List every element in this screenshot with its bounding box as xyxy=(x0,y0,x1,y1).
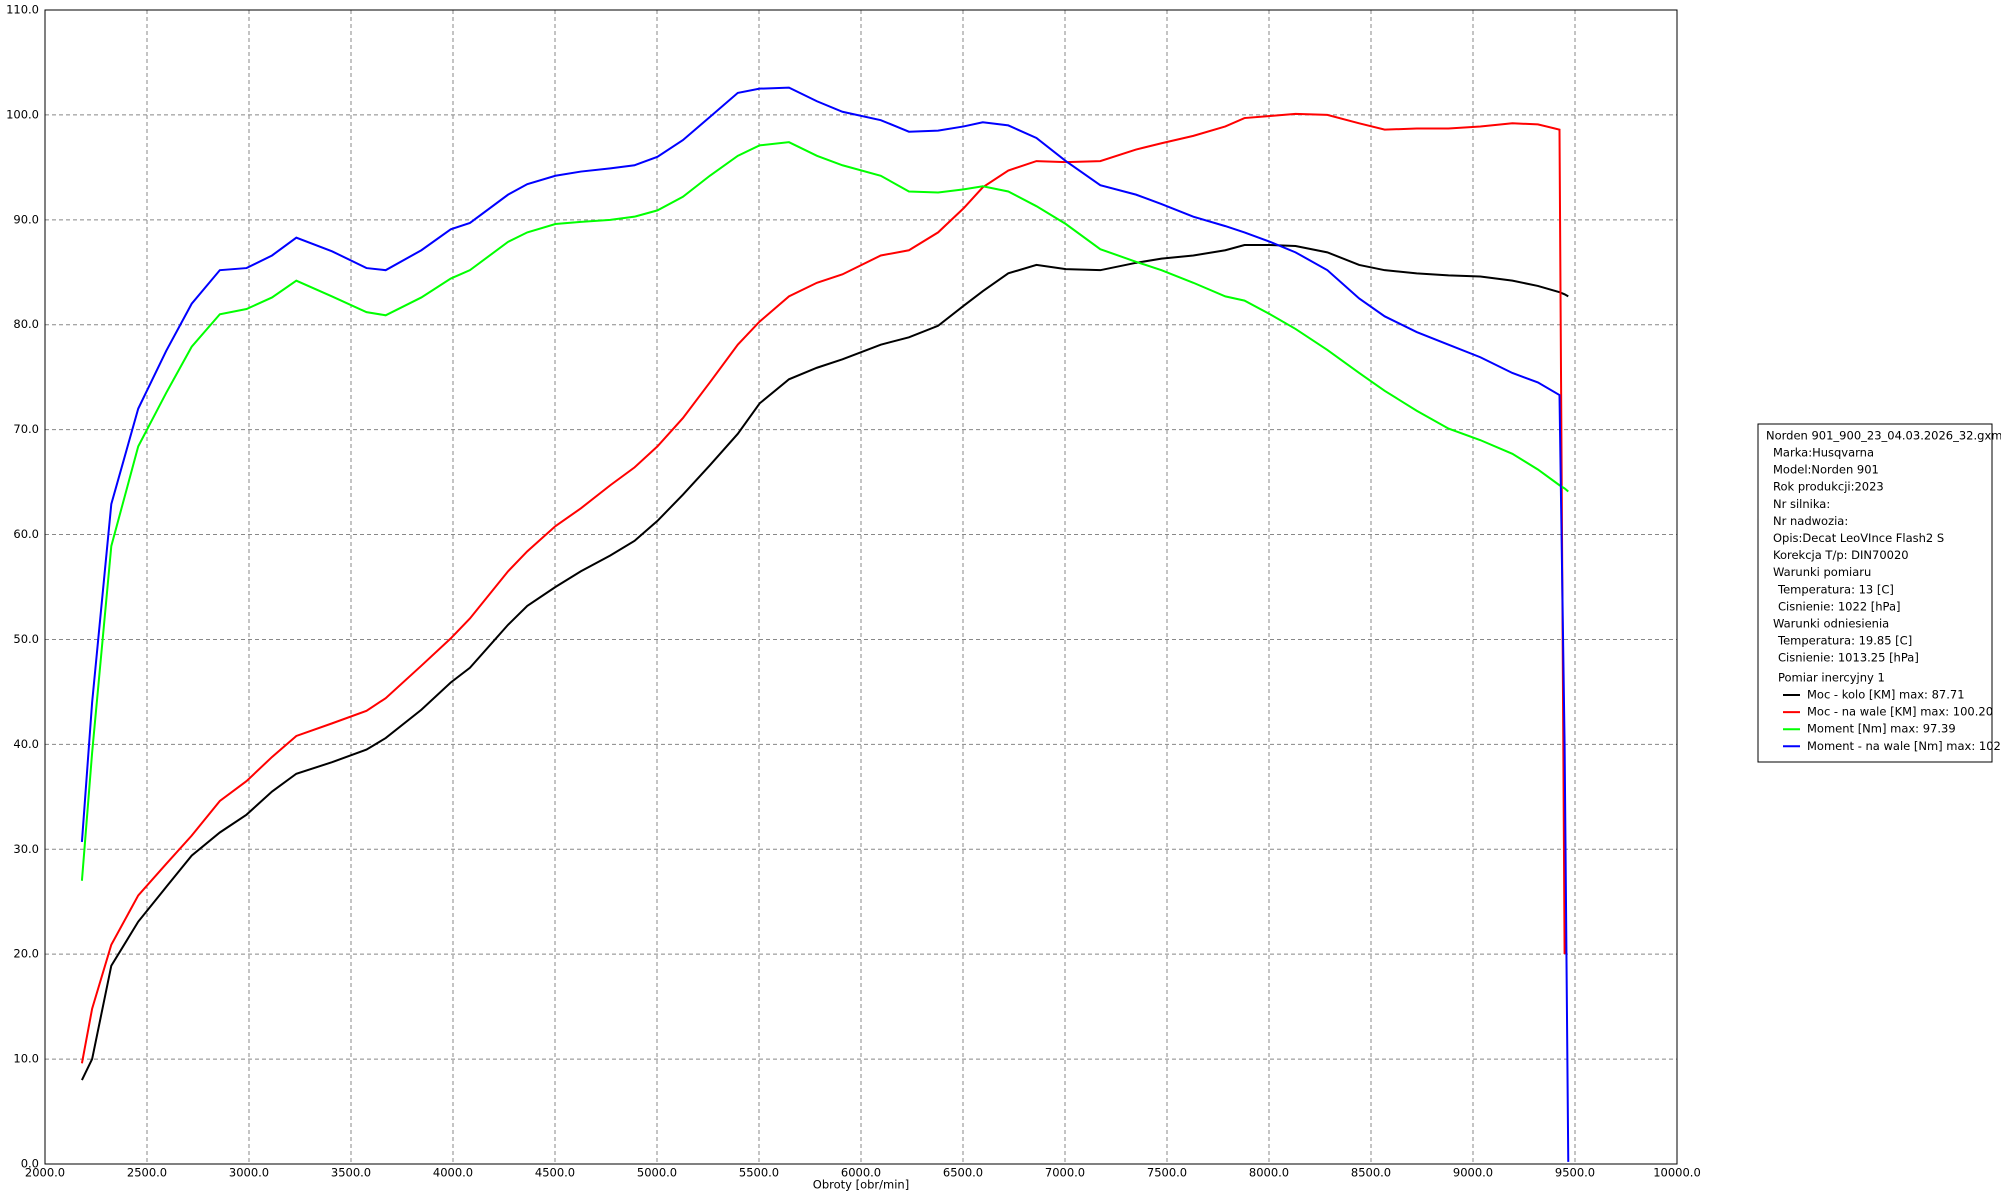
x-axis-label: Obroty [obr/min] xyxy=(813,1178,909,1192)
x-tick-label: 8000.0 xyxy=(1249,1166,1289,1180)
legend-label: Moment - na wale [Nm] max: 102.75 xyxy=(1807,739,2001,753)
info-line: Model:Norden 901 xyxy=(1773,463,1879,477)
x-tick-label: 7000.0 xyxy=(1045,1166,1085,1180)
info-line: Cisnienie: 1013.25 [hPa] xyxy=(1778,651,1919,665)
info-line: Warunki pomiaru xyxy=(1773,565,1871,579)
legend: Norden 901_900_23_04.03.2026_32.gxml Mar… xyxy=(1757,423,2001,763)
legend-label: Moment [Nm] max: 97.39 xyxy=(1807,722,1956,736)
x-tick-label: 10000.0 xyxy=(1653,1166,1701,1180)
y-tick-label: 100.0 xyxy=(6,107,39,121)
x-tick-label: 5000.0 xyxy=(637,1166,677,1180)
y-tick-label: 110.0 xyxy=(6,3,39,17)
y-tick-label: 90.0 xyxy=(13,212,39,226)
info-line: Nr silnika: xyxy=(1773,497,1830,511)
x-tick-label: 2500.0 xyxy=(127,1166,167,1180)
info-line: Marka:Husqvarna xyxy=(1773,446,1874,460)
x-tick-label: 6500.0 xyxy=(943,1166,983,1180)
info-line: Cisnienie: 1022 [hPa] xyxy=(1778,599,1901,613)
series-line xyxy=(80,86,1570,1162)
y-tick-label: 0.0 xyxy=(21,1157,39,1171)
legend-box xyxy=(1757,423,1993,763)
grid xyxy=(44,9,1678,1165)
info-line: Rok produkcji:2023 xyxy=(1773,480,1884,494)
y-tick-label: 70.0 xyxy=(13,422,39,436)
x-tick-label: 7500.0 xyxy=(1147,1166,1187,1180)
info-line: Nr nadwozia: xyxy=(1773,514,1848,528)
info-line: Korekcja T/p: DIN70020 xyxy=(1773,548,1909,562)
info-line: Opis:Decat LeoVInce Flash2 S xyxy=(1773,531,1944,545)
legend-label: Moc - na wale [KM] max: 100.20 xyxy=(1807,705,1993,719)
x-tick-label: 4000.0 xyxy=(433,1166,473,1180)
x-tick-label: 3500.0 xyxy=(331,1166,371,1180)
x-tick-label: 9500.0 xyxy=(1555,1166,1595,1180)
info-title: Norden 901_900_23_04.03.2026_32.gxml xyxy=(1766,429,2001,443)
x-tick-label: 2000.0 xyxy=(25,1166,65,1180)
y-tick-label: 20.0 xyxy=(13,947,39,961)
y-tick-label: 30.0 xyxy=(13,842,39,856)
y-tick-label: 60.0 xyxy=(13,527,39,541)
series-line xyxy=(81,244,1569,1081)
plot-frame xyxy=(44,9,1678,1165)
x-tick-label: 4500.0 xyxy=(535,1166,575,1180)
x-tick-label: 3000.0 xyxy=(229,1166,269,1180)
x-tick-label: 9000.0 xyxy=(1453,1166,1493,1180)
info-line: Warunki odniesienia xyxy=(1773,617,1889,631)
info-line: Temperatura: 13 [C] xyxy=(1777,582,1894,596)
x-tick-label: 6000.0 xyxy=(841,1166,881,1180)
legend-title: Pomiar inercyjny 1 xyxy=(1778,671,1885,685)
series-line xyxy=(80,141,1569,881)
x-tick-label: 8500.0 xyxy=(1351,1166,1391,1180)
legend-label: Moc - kolo [KM] max: 87.71 xyxy=(1807,688,1965,702)
y-tick-label: 80.0 xyxy=(13,317,39,331)
y-tick-label: 50.0 xyxy=(13,632,39,646)
info-line: Temperatura: 19.85 [C] xyxy=(1777,634,1912,648)
y-tick-label: 40.0 xyxy=(13,737,39,751)
x-tick-label: 5500.0 xyxy=(739,1166,779,1180)
series-line xyxy=(80,112,1566,1064)
y-tick-label: 10.0 xyxy=(13,1052,39,1066)
